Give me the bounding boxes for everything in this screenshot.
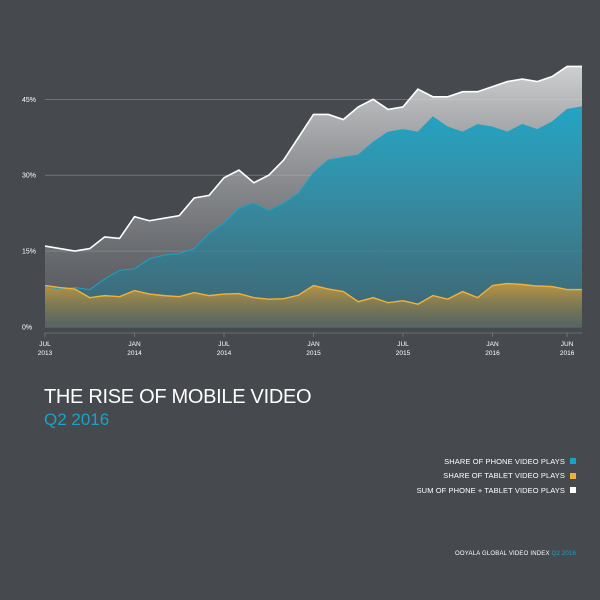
x-tick-label-year: 2016 — [560, 350, 575, 357]
title-block: THE RISE OF MOBILE VIDEO Q2 2016 — [44, 386, 312, 430]
chart: 0% 15% 30% 45% JUL 2013 JAN 2014 JUL 2014 JAN 2015… — [22, 65, 583, 357]
area-phone — [45, 106, 582, 327]
x-tick-label-year: 2015 — [396, 350, 411, 357]
legend-swatch-sum — [570, 487, 576, 493]
legend-swatch-tablet — [570, 472, 576, 479]
legend-item-phone: SHARE OF PHONE VIDEO PLAYS — [276, 455, 576, 467]
x-tick-label-year: 2015 — [306, 350, 321, 357]
legend-swatch-phone — [570, 458, 576, 464]
legend-item-sum: SUM OF PHONE + TABLET VIDEO PLAYS — [276, 484, 576, 496]
legend-label: SUM OF PHONE + TABLET VIDEO PLAYS — [416, 485, 565, 495]
footer-source: OOYALA GLOBAL VIDEO INDEX — [455, 551, 550, 557]
x-tick-label-year: 2013 — [38, 350, 53, 357]
x-tick-label-year: 2014 — [127, 350, 142, 357]
legend-label: SHARE OF PHONE VIDEO PLAYS — [444, 456, 565, 466]
area-tablet — [45, 283, 582, 327]
x-tick-label-year: 2016 — [485, 350, 500, 357]
y-tick-labels: 0% 15% 30% 45% — [22, 97, 36, 332]
y-tick-label: 0% — [22, 325, 32, 332]
line-tablet — [44, 282, 582, 305]
footer-period: Q2 2016 — [551, 551, 576, 557]
y-tick-label: 15% — [22, 249, 36, 256]
line-sum — [44, 65, 582, 252]
legend-label: SHARE OF TABLET VIDEO PLAYS — [443, 471, 565, 480]
y-tick-label: 45% — [22, 97, 36, 104]
line-phone — [44, 106, 583, 291]
x-tick-label-month: JAN — [307, 341, 320, 348]
y-tick-label: 30% — [22, 173, 36, 180]
x-tick-label-year: 2014 — [217, 350, 232, 357]
x-tick-label-month: JAN — [486, 341, 499, 348]
legend: SHARE OF PHONE VIDEO PLAYS SHARE OF TABL… — [276, 455, 576, 499]
x-tick-label-month: JUN — [561, 341, 574, 348]
footer: OOYALA GLOBAL VIDEO INDEX Q2 2016 — [455, 551, 576, 557]
x-tick-label-month: JUL — [218, 341, 230, 348]
x-tick-label-month: JUL — [39, 341, 51, 348]
chart-title: THE RISE OF MOBILE VIDEO — [44, 386, 312, 408]
series-lines — [44, 65, 583, 305]
x-tick-labels: JUL 2013 JAN 2014 JUL 2014 JAN 2015 JUL 2015 JAN 20… — [38, 341, 575, 357]
areas — [45, 66, 582, 327]
x-tick-label-month: JUL — [397, 341, 409, 348]
legend-item-tablet: SHARE OF TABLET VIDEO PLAYS — [276, 470, 576, 482]
chart-subtitle: Q2 2016 — [44, 410, 110, 429]
x-tick-label-month: JAN — [128, 341, 141, 348]
